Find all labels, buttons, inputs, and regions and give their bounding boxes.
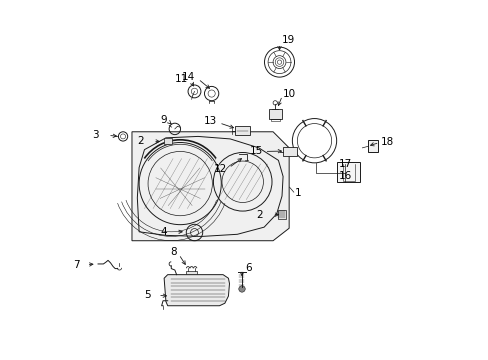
Text: 17: 17 [339,159,352,169]
Polygon shape [132,132,288,241]
Text: 15: 15 [249,146,263,156]
Text: 18: 18 [380,138,393,148]
Bar [367,140,377,153]
Text: 10: 10 [283,89,296,99]
Text: 11: 11 [174,73,188,84]
Bar [164,138,172,144]
Text: 19: 19 [281,35,294,45]
Text: 12: 12 [214,164,227,174]
Text: 7: 7 [73,260,80,270]
Text: 16: 16 [339,171,352,181]
Text: 3: 3 [92,130,99,140]
Text: 6: 6 [244,262,251,273]
Bar [336,162,359,182]
Text: 8: 8 [170,247,176,257]
Polygon shape [164,275,229,306]
Text: 13: 13 [203,116,217,126]
Text: 2: 2 [256,210,263,220]
Text: 4: 4 [161,227,167,237]
Bar [277,210,285,219]
Circle shape [238,286,244,292]
Bar [235,126,249,135]
Bar [186,271,197,274]
Text: 1: 1 [294,188,301,198]
Text: 9: 9 [160,115,166,125]
Bar [283,148,297,157]
Text: 14: 14 [182,72,195,82]
Bar [268,109,281,118]
Text: 2: 2 [137,136,143,147]
Text: 5: 5 [143,291,150,300]
